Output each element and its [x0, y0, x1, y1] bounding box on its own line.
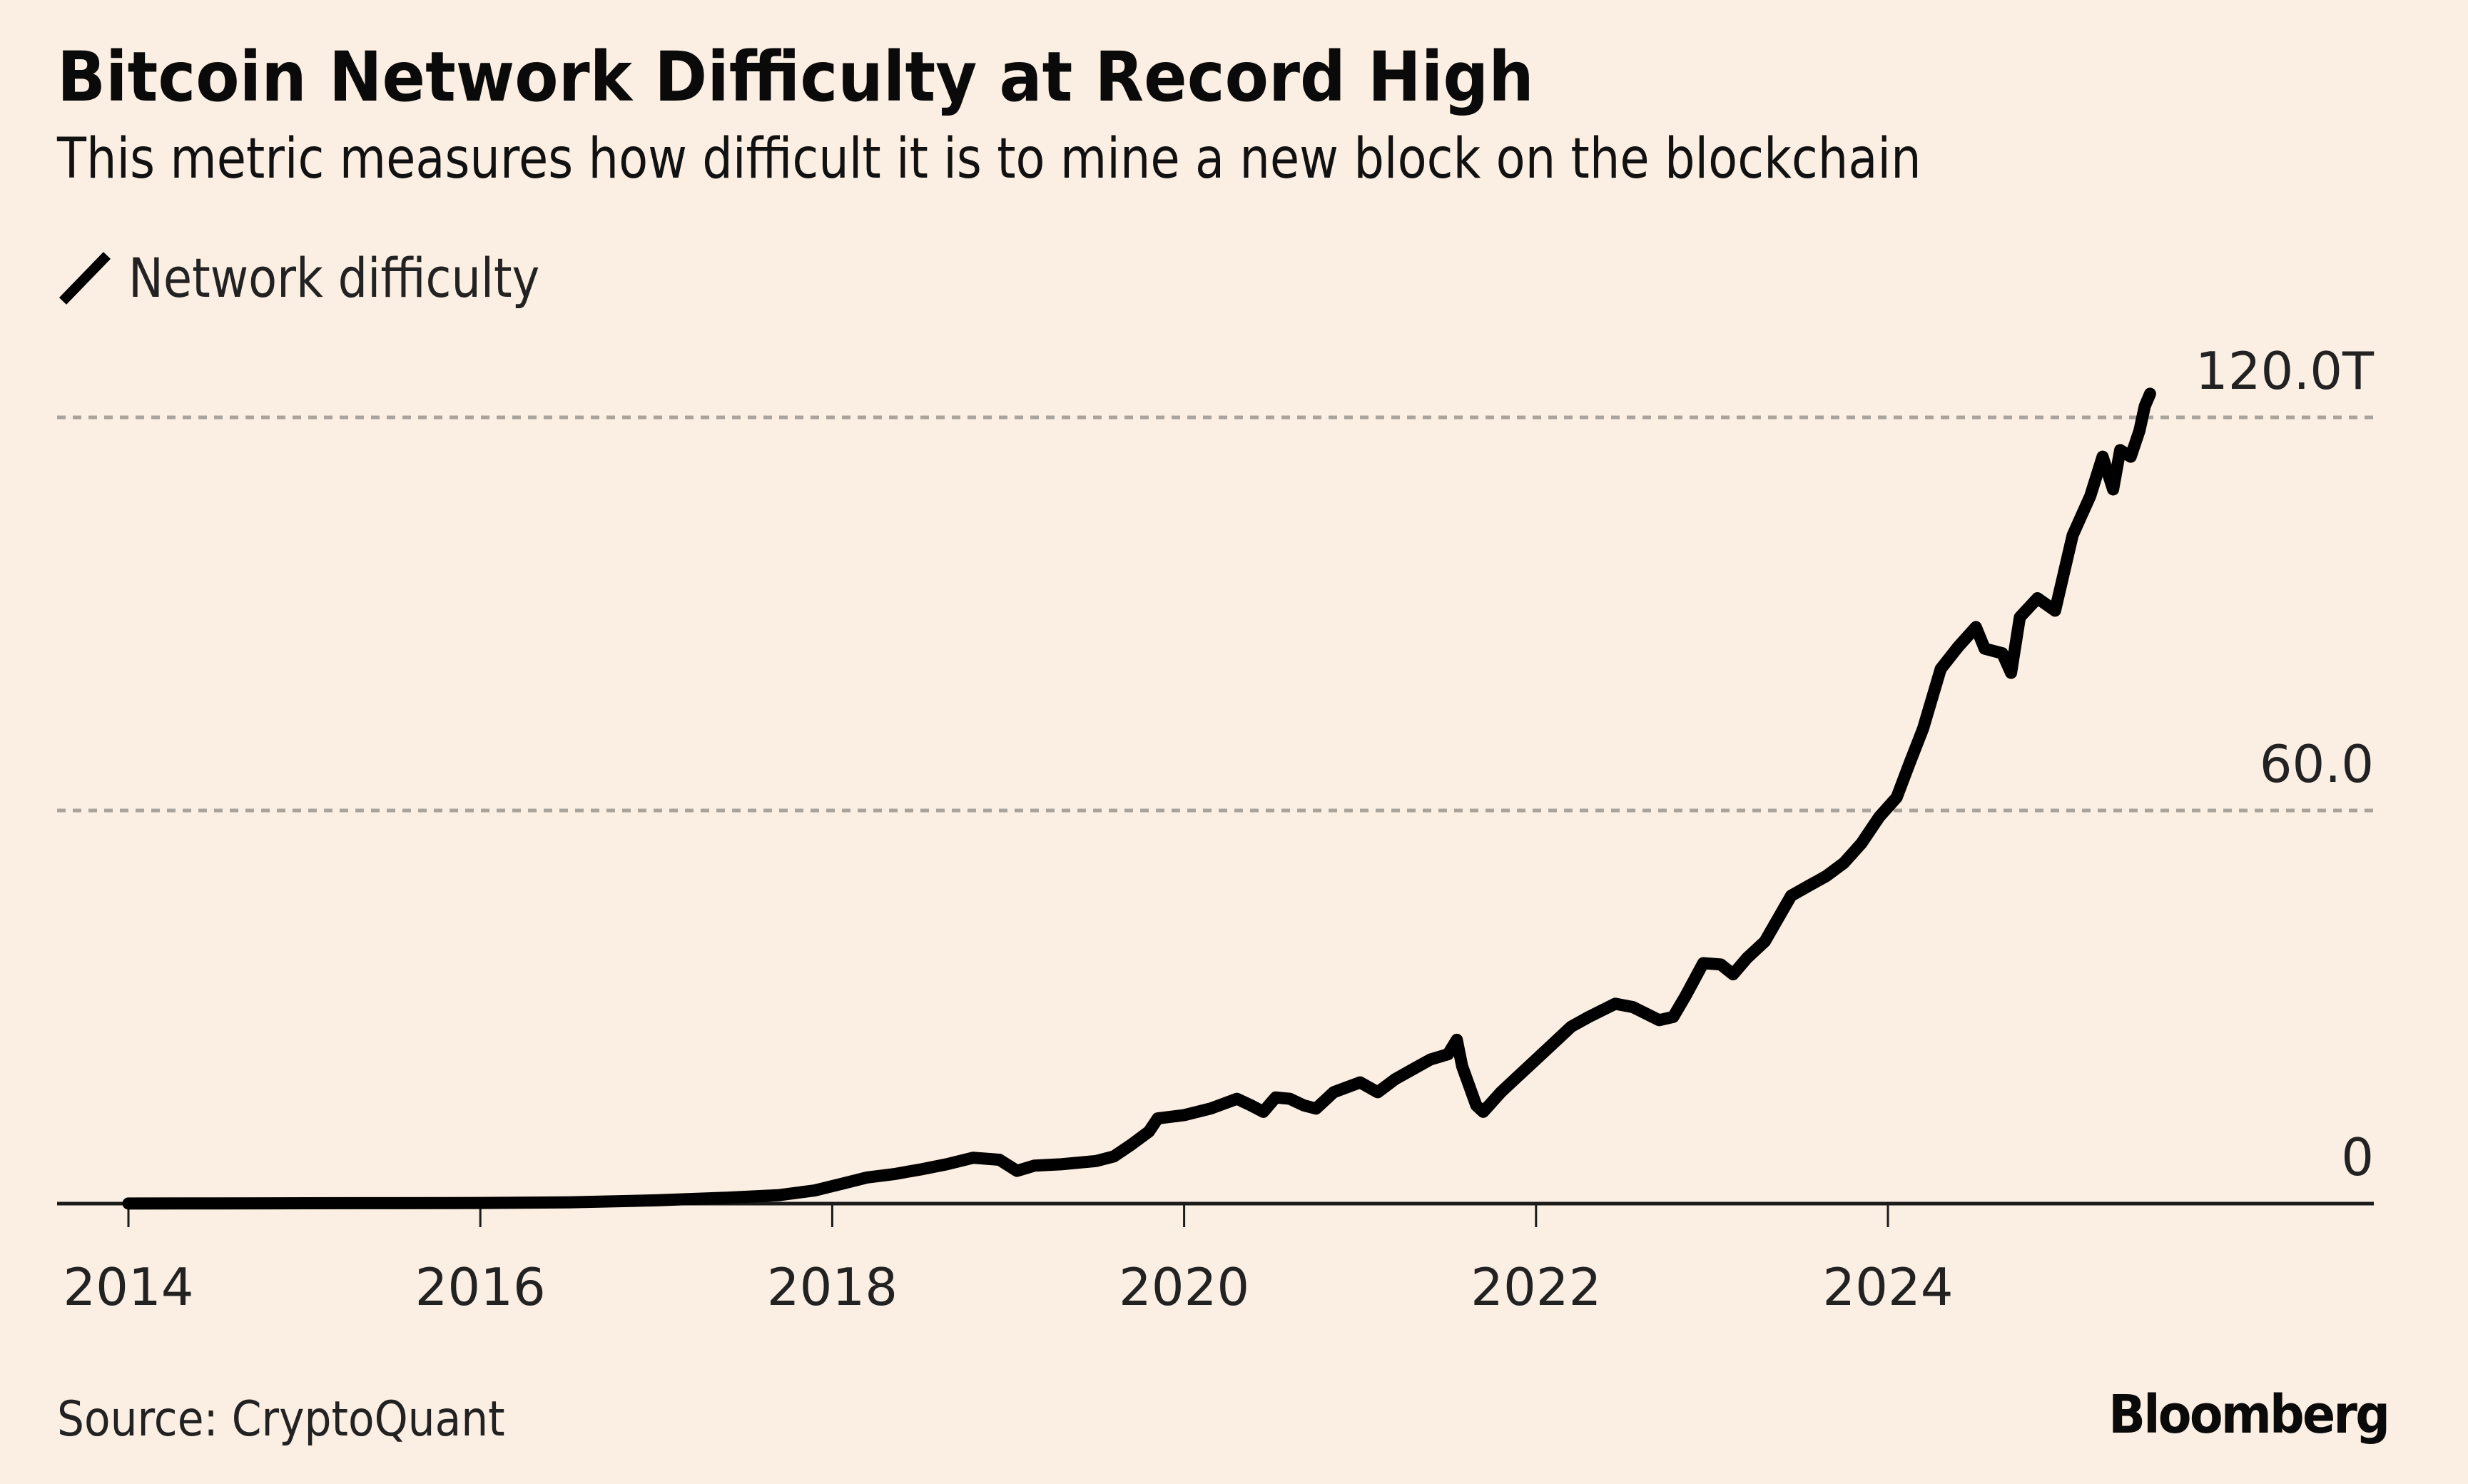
chart-subtitle: This metric measures how difficult it is…: [57, 127, 1921, 191]
x-tick-label: 2024: [1822, 1257, 1953, 1317]
x-tick-label: 2014: [63, 1257, 193, 1317]
x-tick-label: 2018: [767, 1257, 898, 1317]
chart-title: Bitcoin Network Difficulty at Record Hig…: [57, 37, 1534, 117]
x-tick-label: 2022: [1471, 1257, 1601, 1317]
series-line-network-difficulty: [122, 387, 2156, 1210]
y-tick-label: 60.0: [2260, 734, 2374, 794]
line-swatch-icon: [57, 250, 114, 307]
legend-label: Network difficulty: [128, 246, 540, 310]
series-layer: [122, 387, 2156, 1210]
y-tick-label: 0: [2341, 1127, 2374, 1187]
y-axis-labels: 0 60.0 120.0T: [2195, 341, 2375, 1187]
x-tick-label: 2016: [415, 1257, 546, 1317]
x-axis: 2014 2016 2018 2020 2022 2024: [57, 1201, 2374, 1317]
x-tick-label: 2020: [1119, 1257, 1249, 1317]
legend: Network difficulty: [57, 246, 606, 310]
bloomberg-logo: Bloomberg: [2108, 1384, 2390, 1445]
y-tick-label: 120.0T: [2195, 341, 2375, 401]
source-note: Source: CryptoQuant: [57, 1391, 505, 1448]
